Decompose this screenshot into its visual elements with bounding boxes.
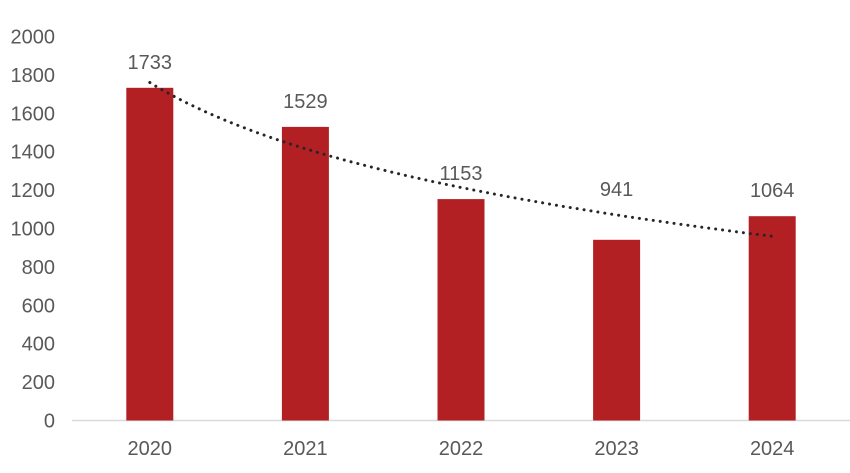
y-axis-tick-label: 1000: [11, 219, 56, 241]
data-label-2023: 941: [600, 179, 633, 201]
bar-2021: [281, 126, 329, 421]
data-label-2022: 1153: [439, 163, 482, 185]
y-axis-tick-label: 0: [44, 411, 55, 433]
x-axis-category-label: 2020: [128, 438, 173, 460]
y-axis-tick-label: 2000: [11, 27, 56, 49]
bar-2022: [437, 199, 485, 421]
bar-2020: [126, 87, 174, 421]
y-axis-tick-label: 400: [22, 334, 55, 356]
x-axis-category-label: 2022: [439, 438, 484, 460]
bar-2024: [748, 216, 796, 421]
y-axis-tick-label: 200: [22, 372, 55, 394]
y-axis-tick-label: 800: [22, 257, 55, 279]
data-label-2020: 1733: [128, 52, 173, 74]
bar-2023: [593, 239, 641, 421]
y-axis-tick-label: 1800: [11, 65, 56, 87]
x-axis-category-label: 2023: [594, 438, 639, 460]
y-axis-tick-label: 600: [22, 295, 55, 317]
data-label-2021: 1529: [283, 91, 328, 113]
data-label-2024: 1064: [750, 180, 795, 202]
x-axis-category-label: 2021: [283, 438, 328, 460]
y-axis-tick-label: 1400: [11, 142, 56, 164]
x-axis-category-label: 2024: [750, 438, 795, 460]
trendline: [148, 81, 774, 238]
y-axis-tick-label: 1200: [11, 180, 56, 202]
y-axis-tick-label: 1600: [11, 103, 56, 125]
